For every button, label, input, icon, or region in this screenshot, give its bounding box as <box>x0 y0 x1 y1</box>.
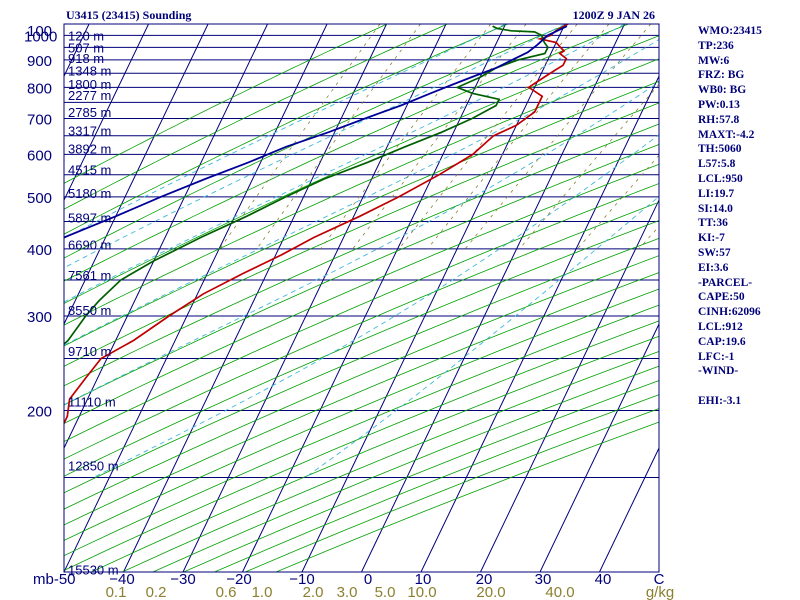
index-line: CINH:62096 <box>698 305 798 320</box>
height-label: 5180 m <box>68 186 111 201</box>
mixing-ratio-label: 1.0 <box>252 584 273 600</box>
mixing-ratio-label: 10.0 <box>407 584 436 600</box>
index-line: FRZ: BG <box>698 68 798 83</box>
pressure-tick-label: 700 <box>27 111 52 128</box>
height-label: 11110 m <box>68 394 116 409</box>
height-label: 9710 m <box>68 344 111 359</box>
pressure-tick-label: 600 <box>27 147 52 164</box>
index-line: CAPE:50 <box>698 290 798 305</box>
height-label: 3892 m <box>68 142 111 157</box>
pressure-tick-label: 400 <box>27 242 52 259</box>
skewt-chart: 1000900800700600500400300200100 120 m507 … <box>0 0 800 600</box>
index-line: MW:6 <box>698 54 798 69</box>
index-line: MAXT:-4.2 <box>698 128 798 143</box>
index-line: EI:3.6 <box>698 261 798 276</box>
index-line: TP:236 <box>698 39 798 54</box>
pressure-tick-label: 100 <box>27 23 52 40</box>
mixing-ratio-label: 2.0 <box>303 584 324 600</box>
index-line <box>698 379 798 394</box>
chart-background <box>0 0 800 600</box>
pressure-tick-label: 900 <box>27 53 52 70</box>
index-line: LI:19.7 <box>698 187 798 202</box>
index-line: TH:5060 <box>698 142 798 157</box>
index-line: EHI:-3.1 <box>698 394 798 409</box>
index-line: -WIND- <box>698 364 798 379</box>
index-line: RH:57.8 <box>698 113 798 128</box>
index-line: TT:36 <box>698 216 798 231</box>
mixing-ratio-unit-label: g/kg <box>646 584 674 600</box>
index-line: SW:57 <box>698 246 798 261</box>
mixing-ratio-label: 20.0 <box>476 584 505 600</box>
pressure-tick-label: 300 <box>27 309 52 326</box>
index-line: -PARCEL- <box>698 276 798 291</box>
height-label: 3317 m <box>68 123 111 138</box>
mixing-ratio-label: 40.0 <box>545 584 574 600</box>
height-label: 6690 m <box>68 237 111 252</box>
mixing-ratio-label: 0.2 <box>146 584 167 600</box>
height-label: 8550 m <box>68 303 111 318</box>
index-line: KI:-7 <box>698 231 798 246</box>
pressure-tick-label: 800 <box>27 80 52 97</box>
pressure-tick-label: 500 <box>27 190 52 207</box>
index-line: WMO:23415 <box>698 24 798 39</box>
index-line: L57:5.8 <box>698 157 798 172</box>
height-label: 4515 m <box>68 163 111 178</box>
index-line: CAP:19.6 <box>698 335 798 350</box>
height-label: 2785 m <box>68 105 111 120</box>
index-line: LFC:-1 <box>698 350 798 365</box>
mixing-ratio-label: 5.0 <box>375 584 396 600</box>
index-line: PW:0.13 <box>698 98 798 113</box>
height-label: 7561 m <box>68 268 111 283</box>
pressure-tick-label: 200 <box>27 403 52 420</box>
chart-title: U3415 (23415) Sounding <box>66 8 191 22</box>
index-line: WB0: BG <box>698 83 798 98</box>
mixing-ratio-label: 0.6 <box>216 584 237 600</box>
sounding-time: 1200Z 9 JAN 26 <box>573 8 655 22</box>
mixing-ratio-label: 0.1 <box>106 584 127 600</box>
temperature-tick-label: −30 <box>170 571 195 588</box>
indices-panel: WMO:23415 TP:236 MW:6 FRZ: BG WB0: BG PW:0.13… <box>698 24 798 409</box>
height-label: 12850 m <box>68 458 119 473</box>
mixing-ratio-label: 3.0 <box>337 584 358 600</box>
temperature-tick-label: mb-50 <box>33 571 76 588</box>
index-line: SI:14.0 <box>698 202 798 217</box>
index-line: LCL:950 <box>698 172 798 187</box>
temperature-tick-label: 40 <box>595 571 612 588</box>
height-label: 5897 m <box>68 210 111 225</box>
index-line: LCL:912 <box>698 320 798 335</box>
height-label: 2277 m <box>68 88 111 103</box>
temperature-tick-label: 0 <box>364 571 372 588</box>
